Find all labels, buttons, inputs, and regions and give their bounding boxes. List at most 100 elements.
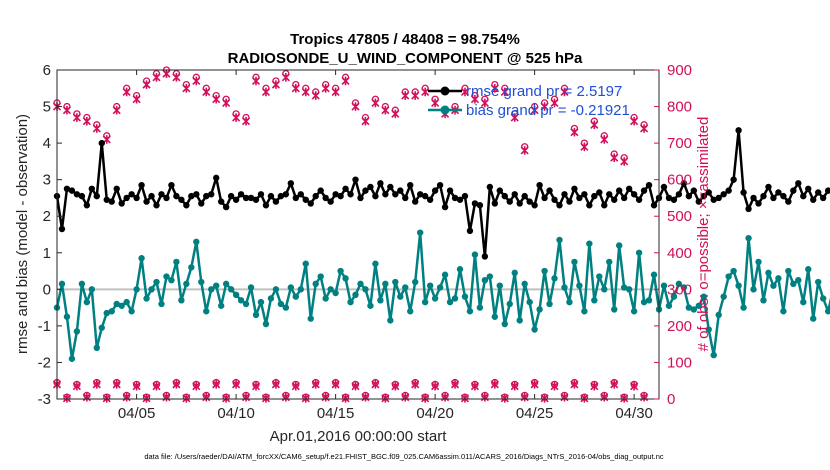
rmse-marker — [222, 203, 230, 211]
rmse-marker — [332, 191, 339, 198]
rmse-marker — [665, 194, 673, 202]
assimilated-obs-marker — [630, 381, 639, 391]
assimilated-obs-marker — [212, 94, 221, 104]
bias-marker — [615, 242, 623, 249]
rmse-marker — [541, 194, 548, 202]
bias-marker — [805, 266, 812, 273]
assimilated-obs-marker — [321, 83, 330, 93]
bias-marker — [690, 306, 698, 313]
y-left-tick-label: -1 — [38, 318, 51, 335]
assimilated-obs-marker — [202, 392, 211, 402]
assimilated-obs-marker — [341, 76, 350, 86]
rmse-marker — [586, 202, 593, 209]
bias-marker — [601, 286, 608, 293]
bias-marker — [203, 308, 210, 315]
bias-marker — [735, 282, 742, 289]
assimilated-obs-marker — [431, 381, 440, 391]
rmse-marker — [566, 198, 573, 205]
assimilated-obs-marker — [62, 393, 72, 403]
assimilated-obs-marker — [421, 393, 430, 403]
bias-marker — [73, 328, 81, 335]
rmse-marker — [685, 192, 693, 200]
bias-marker — [536, 306, 543, 313]
assimilated-obs-marker — [620, 157, 629, 166]
assimilated-obs-marker — [610, 153, 619, 163]
y-right-tick-label: 400 — [667, 245, 692, 262]
bias-marker — [123, 298, 130, 306]
rmse-marker — [178, 196, 185, 203]
assimilated-obs-marker — [371, 380, 380, 389]
x-tick-label: 04/20 — [416, 405, 454, 422]
rmse-marker — [262, 202, 270, 209]
assimilated-obs-marker — [411, 91, 420, 100]
rmse-marker — [760, 192, 767, 200]
rmse-marker — [83, 202, 91, 209]
bias-marker — [640, 298, 648, 306]
rmse-marker — [302, 196, 309, 203]
rmse-marker — [690, 187, 698, 194]
rmse-marker — [556, 202, 563, 209]
bias-marker — [695, 302, 703, 309]
rmse-marker — [730, 176, 737, 183]
assimilated-obs-marker — [271, 80, 280, 89]
bias-marker — [88, 286, 96, 293]
bias-marker — [725, 273, 732, 280]
assimilated-obs-marker — [331, 380, 340, 389]
assimilated-obs-marker — [132, 381, 141, 391]
y-right-tick-label: 900 — [667, 62, 692, 79]
y-left-tick-label: 1 — [43, 245, 51, 262]
assimilated-obs-marker — [331, 87, 340, 97]
rmse-marker — [183, 202, 190, 209]
rmse-marker — [193, 191, 200, 198]
assimilated-obs-marker — [630, 116, 639, 126]
bias-marker — [780, 308, 787, 315]
rmse-marker — [700, 192, 707, 200]
bias-marker — [103, 309, 110, 317]
assimilated-obs-marker — [212, 380, 221, 389]
rmse-marker — [282, 191, 290, 198]
assimilated-obs-marker — [281, 73, 290, 82]
bias-marker — [392, 278, 399, 286]
assimilated-obs-marker — [62, 105, 72, 115]
bias-marker — [213, 282, 220, 289]
rmse-marker — [576, 194, 583, 202]
assimilated-obs-marker — [530, 105, 539, 115]
rmse-marker — [620, 194, 628, 202]
assimilated-obs-marker — [361, 392, 370, 402]
assimilated-obs-marker — [112, 105, 121, 115]
assimilated-obs-marker — [82, 392, 91, 402]
rmse-marker — [501, 192, 508, 200]
rmse-marker — [377, 180, 384, 187]
bias-marker — [98, 324, 105, 331]
bias-marker — [377, 297, 384, 304]
bias-marker — [193, 238, 200, 246]
assimilated-obs-marker — [311, 91, 320, 100]
bias-marker — [516, 317, 523, 324]
rmse-marker — [456, 196, 464, 203]
bias-marker — [173, 258, 180, 266]
bias-marker — [426, 282, 434, 289]
rmse-marker — [496, 187, 503, 194]
legend-bias-label: bias grand pr = -0.21921 — [466, 102, 630, 119]
rmse-marker — [342, 185, 349, 193]
bias-marker — [138, 255, 145, 262]
assimilated-obs-marker — [460, 393, 470, 403]
rmse-marker — [675, 191, 683, 198]
bias-marker — [635, 249, 643, 256]
assimilated-obs-marker — [510, 113, 519, 122]
bias-marker — [217, 302, 225, 309]
y-axis-right: 0 100 200 300 400 500 600 700 800 900 — [654, 62, 692, 408]
bias-marker — [421, 298, 429, 306]
rmse-marker — [615, 187, 623, 194]
assimilated-obs-marker — [540, 102, 549, 111]
rmse-marker — [571, 185, 578, 193]
chart-title-line1: Tropics 47805 / 48408 = 98.754% — [290, 31, 520, 48]
assimilated-obs-marker — [510, 381, 519, 391]
rmse-marker — [292, 194, 300, 202]
rmse-marker — [536, 181, 543, 189]
bias-marker — [227, 286, 235, 293]
bias-marker — [556, 236, 563, 244]
assimilated-obs-marker — [72, 113, 81, 122]
assimilated-obs-marker — [520, 392, 529, 402]
